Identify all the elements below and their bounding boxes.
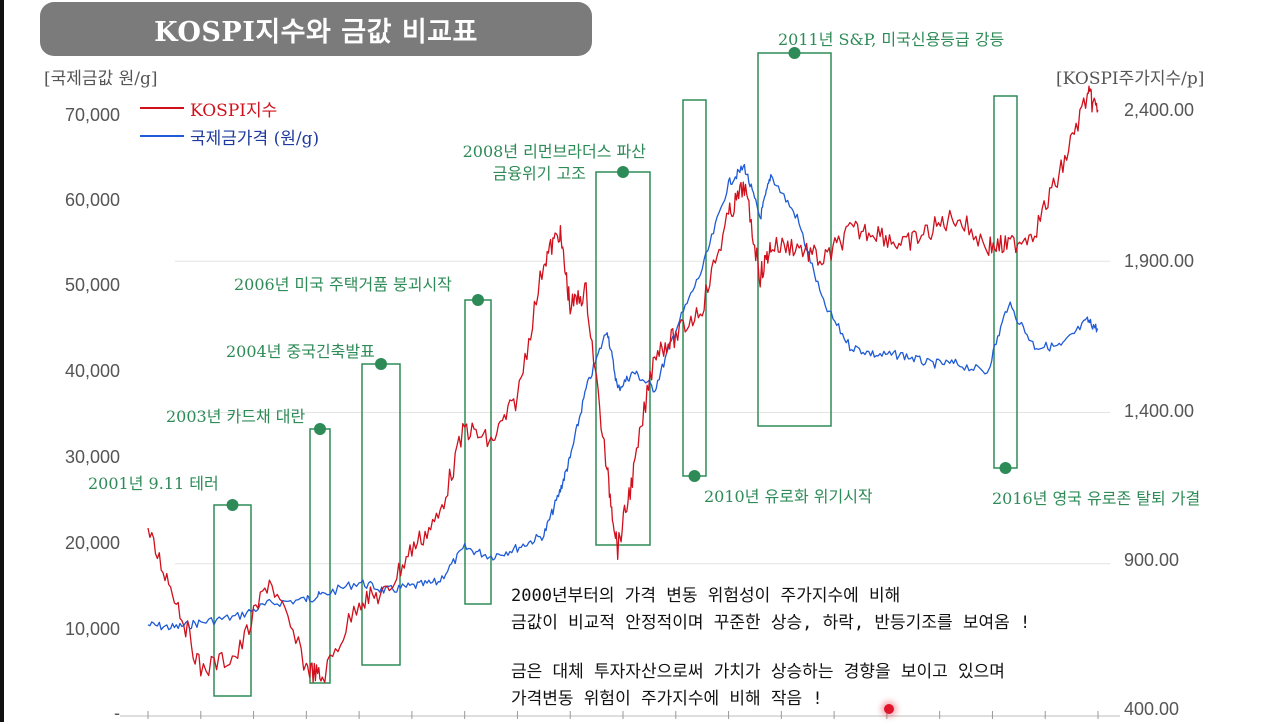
event-label-brexit: 2016년 영국 유로존 탈퇴 가결: [992, 489, 1201, 508]
event-label-euro: 2010년 유로화 위기시작: [704, 487, 873, 506]
y-right-tick: 1,900.00: [1124, 251, 1195, 271]
y-left-tick: 40,000: [64, 361, 120, 381]
event-boxes: [213, 47, 1018, 697]
legend-gold-swatch: [140, 135, 184, 137]
event-label-lehman: 2008년 리먼브라더스 파산: [462, 142, 646, 161]
series-line-gold: [147, 163, 1099, 631]
y-right-tick: 2,400.00: [1124, 100, 1195, 120]
event-label-911: 2001년 9.11 테러: [88, 474, 219, 493]
event-box: [595, 171, 651, 546]
chart-title: KOSPI지수와 금값 비교표: [154, 16, 478, 48]
series-line-kospi: [147, 85, 1099, 683]
event-label-china: 2004년 중국긴축발표: [226, 342, 375, 361]
y-left-tick: 60,000: [64, 190, 120, 210]
event-box: [757, 52, 832, 427]
event-marker: [226, 499, 239, 511]
y-left-tick: 20,000: [64, 533, 120, 553]
title-banner: KOSPI지수와 금값 비교표: [40, 2, 592, 56]
y-left-tick: 70,000: [64, 105, 120, 125]
legend-kospi-swatch: [140, 107, 184, 109]
event-label-card-crisis: 2003년 카드채 대란: [166, 407, 306, 426]
event-label-sp: 2011년 S&P, 미국신용등급 강등: [778, 30, 1005, 49]
series-lines: [147, 85, 1099, 683]
event-box: [361, 363, 401, 666]
event-label-housing: 2006년 미국 주택거품 붕괴시작: [234, 275, 452, 294]
event-marker: [617, 166, 629, 178]
note-line-4: 가격변동 위험이 주가지수에 비해 작음 !: [511, 689, 823, 709]
y-left-tick: 50,000: [64, 275, 120, 295]
note-line-3: 금은 대체 투자자산으로써 가치가 상승하는 경향을 보이고 있으며: [511, 662, 1005, 682]
legend-gold-label: 국제금가격 (원/g): [190, 129, 320, 149]
event-marker: [688, 470, 701, 482]
event-marker: [999, 462, 1012, 474]
note-line-2: 금값이 비교적 안정적이며 꾸준한 상승, 하락, 반등기조를 보여옴 !: [511, 613, 1031, 633]
right-axis-unit: [KOSPI주가지수/p]: [1056, 69, 1205, 89]
event-box: [309, 428, 331, 684]
event-marker: [375, 358, 387, 370]
window-edge: [0, 0, 4, 722]
x-axis: [120, 711, 1120, 719]
note-line-1: 2000년부터의 가격 변동 위험성이 주가지수에 비해: [511, 586, 901, 606]
y-left-tick: 30,000: [64, 447, 120, 467]
y-right-tick: 1,400.00: [1124, 401, 1195, 421]
gridlines: [175, 260, 1110, 565]
y-right-tick: 900.00: [1124, 550, 1180, 570]
legend-kospi-label: KOSPI지수: [190, 101, 278, 121]
y-left-tick: 10,000: [64, 619, 120, 639]
event-marker: [472, 294, 484, 306]
event-box: [213, 504, 252, 697]
event-marker: [314, 423, 326, 435]
y-left-tick: -: [114, 703, 120, 723]
y-right-tick: 400.00: [1124, 699, 1180, 719]
mouse-cursor-indicator: [884, 704, 894, 714]
left-axis-unit: [국제금값 원/g]: [44, 69, 158, 89]
event-label-lehman-2: 금융위기 고조: [492, 164, 586, 183]
event-marker: [788, 47, 801, 59]
